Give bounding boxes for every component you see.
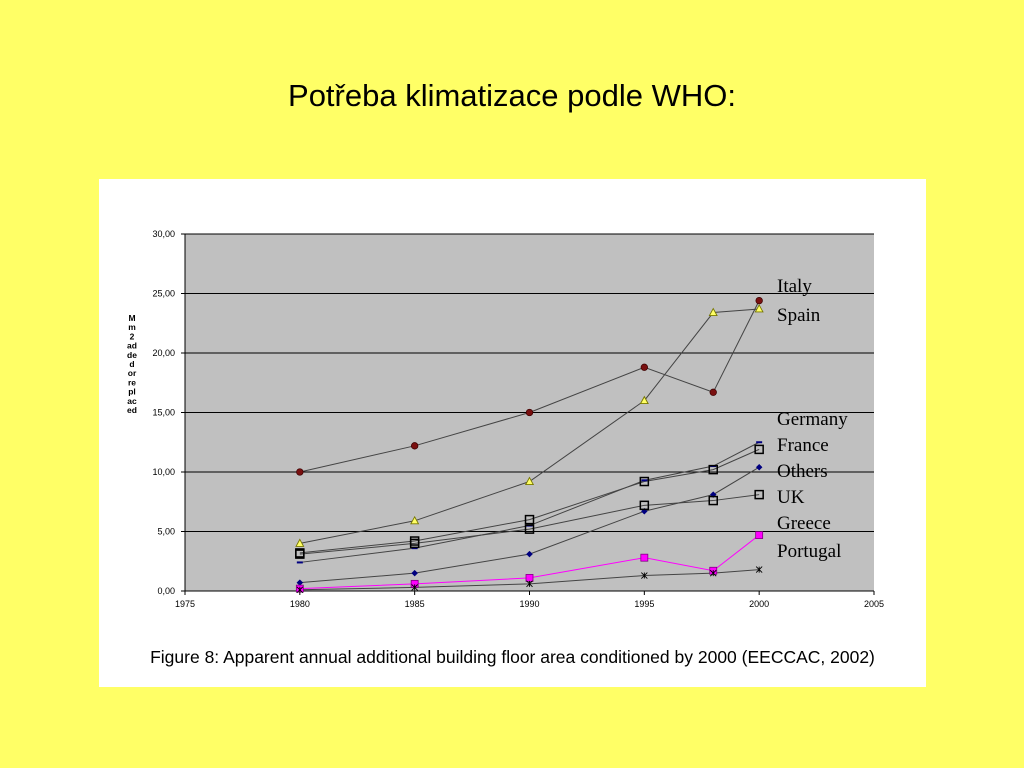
marker-greece xyxy=(640,553,649,562)
y-tick-label: 20,00 xyxy=(152,348,175,358)
y-tick-label: 30,00 xyxy=(152,229,175,239)
slide-title: Potřeba klimatizace podle WHO: xyxy=(288,78,736,113)
marker-italy xyxy=(296,468,304,476)
marker-spain xyxy=(754,304,764,313)
marker-italy xyxy=(709,388,717,396)
y-axis-label: de xyxy=(127,350,137,360)
y-axis-label: re xyxy=(128,377,136,387)
x-tick-label: 2005 xyxy=(864,599,884,609)
marker-portugal xyxy=(755,566,763,573)
series-line-germany xyxy=(299,441,760,563)
marker-uk xyxy=(754,489,764,500)
marker-spain xyxy=(639,395,649,405)
y-axis-label: d xyxy=(129,359,134,369)
legend-label-italy: Italy xyxy=(777,276,812,297)
y-tick-label: 15,00 xyxy=(152,408,175,418)
series-line-portugal xyxy=(299,569,760,591)
marker-uk xyxy=(708,495,718,506)
marker-others xyxy=(411,569,419,577)
x-tick-label: 1990 xyxy=(519,599,539,609)
marker-portugal xyxy=(296,586,304,594)
series-line-uk xyxy=(299,494,760,555)
marker-others xyxy=(755,463,763,471)
legend-label-uk: UK xyxy=(777,487,805,508)
marker-others xyxy=(526,550,533,558)
y-axis-label: m xyxy=(128,322,136,332)
marker-france xyxy=(708,464,718,475)
legend-label-others: Others xyxy=(777,461,828,482)
marker-uk xyxy=(524,524,535,534)
y-tick-label: 0,00 xyxy=(157,586,175,596)
marker-uk xyxy=(409,538,420,549)
legend-label-greece: Greece xyxy=(777,513,831,534)
y-tick-label: 5,00 xyxy=(157,527,175,537)
marker-portugal xyxy=(641,572,648,579)
marker-uk xyxy=(295,549,305,559)
legend-label-spain: Spain xyxy=(777,305,821,326)
marker-spain xyxy=(708,307,718,316)
marker-france xyxy=(754,444,764,455)
x-tick-label: 1975 xyxy=(175,599,195,609)
marker-greece xyxy=(755,531,764,539)
marker-france xyxy=(639,476,650,487)
x-tick-label: 2000 xyxy=(749,599,769,609)
y-tick-label: 10,00 xyxy=(152,467,175,477)
figure-panel: 30,00 25,00 20,00 15,00 10,00 5,00 0,00 1975 198… xyxy=(99,179,926,687)
marker-portugal xyxy=(411,584,418,591)
legend-label-portugal: Portugal xyxy=(777,541,841,562)
marker-spain xyxy=(295,538,305,547)
marker-italy xyxy=(525,408,534,417)
y-axis-label: 2 xyxy=(130,331,135,341)
marker-portugal xyxy=(526,580,533,588)
marker-spain xyxy=(524,476,535,485)
marker-greece xyxy=(525,574,534,582)
marker-italy xyxy=(755,296,763,305)
y-axis-label: M xyxy=(128,313,135,323)
series-line-italy xyxy=(299,300,760,473)
x-tick-label: 1980 xyxy=(290,599,310,609)
series-line-france xyxy=(299,448,760,554)
y-axis-label: pl xyxy=(128,387,136,397)
marker-italy xyxy=(640,363,648,371)
y-axis-label: or xyxy=(128,368,137,378)
figure-caption: Figure 8: Apparent annual additional bui… xyxy=(150,647,875,667)
marker-portugal xyxy=(709,569,717,577)
series-line-greece xyxy=(299,534,760,590)
x-tick-label: 1995 xyxy=(634,599,654,609)
legend-label-germany: Germany xyxy=(777,409,848,430)
legend-label-france: France xyxy=(777,435,829,456)
y-axis-label: ac xyxy=(127,396,137,406)
series-line-spain xyxy=(299,308,760,544)
series-line-others xyxy=(299,466,760,584)
y-tick-label: 25,00 xyxy=(152,289,175,299)
marker-uk xyxy=(639,500,650,511)
marker-italy xyxy=(411,442,419,450)
marker-france xyxy=(524,514,535,525)
marker-spain xyxy=(410,515,420,525)
y-axis-label: ed xyxy=(127,405,137,415)
y-axis-label: ad xyxy=(127,341,137,351)
x-tick-label: 1985 xyxy=(405,599,425,609)
